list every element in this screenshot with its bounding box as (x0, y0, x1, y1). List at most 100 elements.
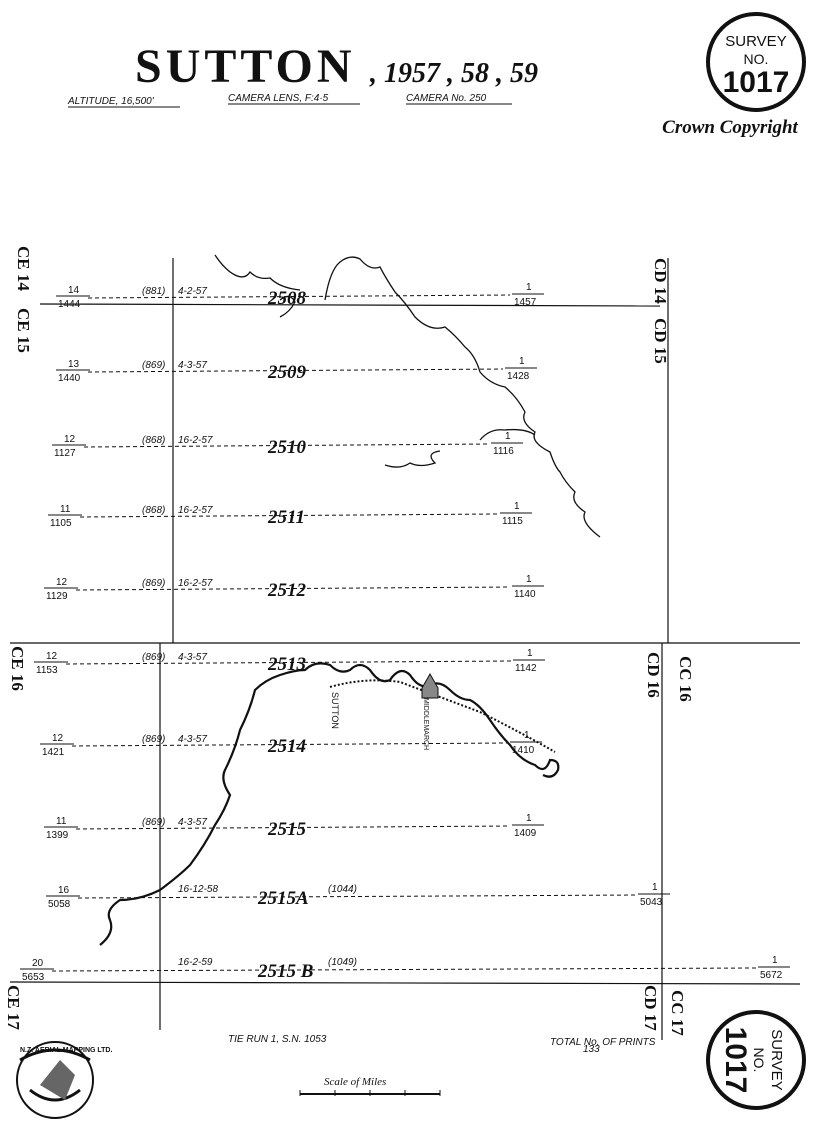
rivers (99, 254, 601, 946)
flight-line (83, 443, 490, 448)
scale-label: Scale of Miles (324, 1076, 386, 1088)
frame-start-print: 1421 (42, 747, 65, 758)
badge-number: 1017 (719, 1027, 752, 1094)
grid-label: CE 16 (8, 646, 27, 691)
badge-no: NO. (744, 51, 769, 67)
run-date: 4-3-57 (178, 652, 207, 663)
run-date: 4-3-57 (178, 734, 207, 745)
run-date: 16-2-57 (178, 435, 213, 446)
grid-label: CD 15 (651, 318, 670, 364)
run-date: 16-2-57 (178, 505, 213, 516)
frame-start: 11 (56, 816, 67, 827)
badge-survey: SURVEY (725, 33, 786, 50)
badge-survey: SURVEY (768, 1029, 785, 1090)
run-ref: (868) (142, 505, 165, 516)
altitude: ALTITUDE, 16,500' (67, 96, 155, 107)
frame-end: 1 (526, 282, 532, 293)
frame-start-print: 5058 (48, 899, 71, 910)
flight-line (71, 742, 509, 747)
grid-label: CD 14 (651, 258, 670, 304)
badge-number: 1017 (723, 66, 790, 99)
frame-end-print: 1410 (512, 745, 535, 756)
logo-map (40, 1060, 75, 1100)
frame-end-print: 1428 (507, 371, 530, 382)
run-ref: (868) (142, 435, 165, 446)
run-number: 2508 (267, 288, 307, 309)
flight-line (77, 894, 637, 899)
frame-end: 1 (772, 955, 778, 966)
town-mark (421, 672, 439, 699)
frame-end: 1 (526, 813, 532, 824)
run-ref: (869) (142, 360, 165, 371)
title: SUTTON (135, 40, 356, 93)
frame-end: 1 (519, 356, 525, 367)
frame-end: 1 (505, 431, 511, 442)
frame-end-print: 5672 (760, 970, 783, 981)
prints-count: 133 (583, 1044, 600, 1055)
frame-start-print: 1129 (46, 591, 68, 602)
badge-no: NO. (751, 1048, 767, 1073)
run-number: 2509 (267, 362, 307, 383)
run-number: 2512 (267, 580, 307, 601)
run-number: 2514 (267, 736, 306, 757)
run-date: 4-2-57 (178, 286, 207, 297)
frame-start: 20 (32, 958, 44, 969)
frame-start-print: 1440 (58, 373, 81, 384)
grid-label: CC 16 (676, 656, 695, 702)
run-number: 2513 (267, 654, 306, 675)
grid-label: CD 16 (644, 652, 663, 698)
badge-circle (706, 1010, 806, 1110)
grid-label: CD 17 (641, 985, 660, 1031)
run-date: 16-2-59 (178, 957, 213, 968)
flight-line (75, 825, 511, 830)
frame-start: 16 (58, 885, 70, 896)
flight-line (87, 294, 511, 299)
prints-label: TOTAL No. OF PRINTS (550, 1037, 656, 1048)
frame-start: 14 (68, 285, 80, 296)
run-ref: (869) (142, 817, 165, 828)
run-ref: (869) (142, 578, 165, 589)
badge-top: SURVEY NO. 1017 (706, 12, 806, 112)
lens: CAMERA LENS, F:4·5 (228, 93, 329, 104)
flight-line (87, 368, 504, 373)
frame-start-print: 1127 (54, 448, 76, 459)
run-ref: (1049) (328, 957, 357, 968)
run-number: 2511 (267, 507, 305, 528)
run-number: 2515 B (257, 961, 313, 982)
frame-end-print: 1140 (514, 589, 536, 600)
frame-start: 11 (60, 504, 71, 515)
run-ref: (869) (142, 652, 165, 663)
badge-bottom: SURVEY NO. 1017 (706, 1010, 806, 1110)
sheet-grid (9, 258, 801, 1040)
place-label: MIDDLEMARCH (422, 698, 429, 750)
grid-label: CC 17 (668, 990, 687, 1036)
frame-start-print: 1153 (36, 665, 58, 676)
frame-end-print: 1457 (514, 297, 537, 308)
run-ref: (881) (142, 286, 165, 297)
frame-end-print: 1116 (493, 446, 514, 457)
frame-start: 12 (56, 577, 68, 588)
grid-label: CE 15 (14, 308, 33, 353)
river (384, 450, 441, 468)
frame-start: 12 (64, 434, 76, 445)
flight-line (51, 967, 757, 972)
frame-start: 12 (52, 733, 64, 744)
tie-note: TIE RUN 1, S.N. 1053 (228, 1034, 327, 1045)
run-date: 16-2-57 (178, 578, 213, 589)
frame-end: 1 (524, 730, 530, 741)
frame-end-print: 1142 (515, 663, 537, 674)
run-date: 4-3-57 (178, 360, 207, 371)
frame-end: 1 (526, 574, 532, 585)
frame-start-print: 1105 (50, 518, 72, 529)
frame-start-print: 5653 (22, 972, 45, 983)
frame-start: 13 (68, 359, 80, 370)
frame-start-print: 1399 (46, 830, 69, 841)
camera: CAMERA No. 250 (406, 93, 487, 104)
logo-wing (19, 1048, 91, 1102)
grid-line (39, 303, 661, 307)
rail (329, 679, 556, 753)
run-ref: (869) (142, 734, 165, 745)
scale-bar (299, 1090, 441, 1096)
frame-start: 12 (46, 651, 58, 662)
